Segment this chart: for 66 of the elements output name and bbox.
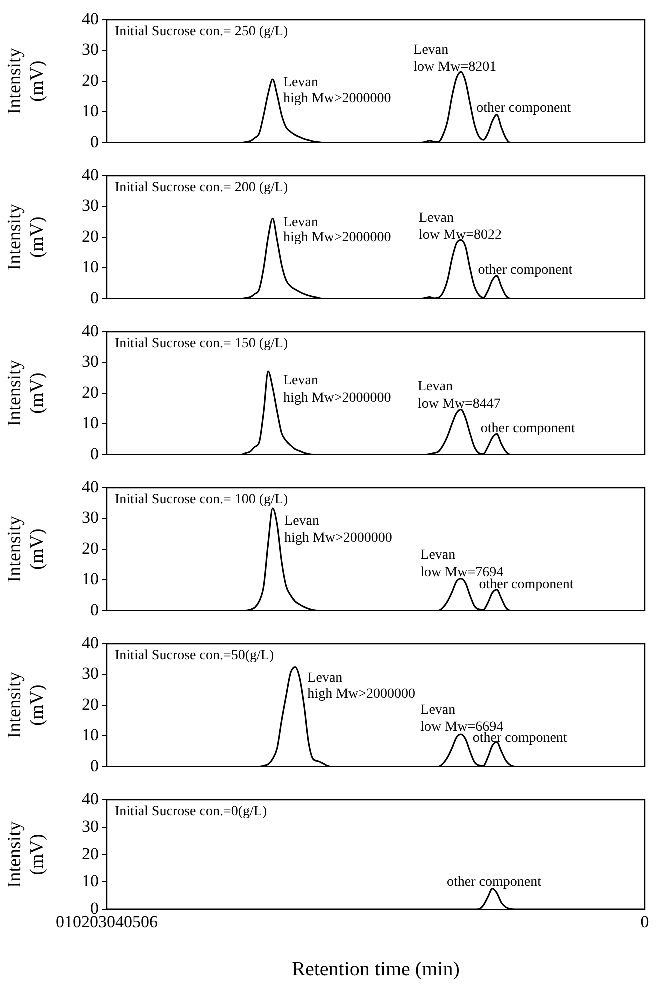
- y-axis-title: Intensity (mV): [4, 672, 48, 739]
- y-tick-label: 0: [90, 756, 99, 776]
- y-tick-label: 40: [82, 477, 99, 496]
- y-tick-label: 10: [82, 726, 99, 745]
- annotation: high Mw>2000000: [283, 92, 392, 107]
- chart-title: Initial Sucrose con.= 150 (g/L): [115, 336, 288, 352]
- chart-title: Initial Sucrose con.= 200 (g/L): [115, 180, 288, 196]
- y-tick-label: 30: [82, 196, 99, 216]
- y-tick-label: 20: [82, 538, 99, 558]
- annotation: high Mw>2000000: [284, 531, 392, 546]
- annotation: other component: [479, 577, 574, 592]
- y-tick-label: 20: [82, 70, 99, 90]
- chart-title: Initial Sucrose con.=50(g/L): [115, 648, 274, 664]
- annotation: high Mw>2000000: [283, 230, 392, 246]
- y-tick-label: 40: [82, 9, 99, 28]
- chart-title: Initial Sucrose con.=0(g/L): [115, 804, 268, 820]
- y-tick-label: 30: [82, 816, 99, 836]
- annotation: other component: [476, 101, 572, 116]
- y-tick-label: 30: [82, 40, 99, 60]
- y-tick-label: 40: [82, 321, 99, 340]
- annotation: Levan: [420, 548, 456, 564]
- annotation: low Mw=8022: [419, 228, 502, 243]
- y-tick-label: 10: [82, 570, 99, 589]
- annotation: other component: [472, 731, 568, 746]
- annotation: Levan: [283, 75, 318, 90]
- annotation: other component: [447, 874, 542, 890]
- y-tick-label: 30: [82, 508, 99, 528]
- y-tick-label: 20: [82, 382, 99, 402]
- annotation: Levan: [420, 702, 456, 718]
- annotation: Levan: [418, 379, 453, 394]
- y-axis-title: Intensity (mV): [4, 821, 48, 888]
- y-tick-label: 0: [90, 444, 99, 464]
- annotation: Levan: [283, 374, 318, 389]
- annotation: high Mw>2000000: [283, 390, 392, 406]
- annotation: Levan: [414, 42, 449, 58]
- x-axis-title: Retention time (min): [292, 958, 460, 980]
- annotation: Levan: [284, 514, 320, 529]
- y-tick-label: 20: [82, 226, 99, 246]
- y-tick-label: 10: [82, 258, 99, 277]
- y-tick-label: 40: [82, 633, 99, 652]
- annotation: Levan: [419, 211, 454, 226]
- y-tick-label: 0: [90, 132, 99, 152]
- annotation: low Mw=8447: [418, 396, 501, 412]
- annotation: Levan: [283, 215, 318, 230]
- y-tick-label: 0: [90, 600, 99, 620]
- annotation: Levan: [308, 671, 343, 686]
- annotation: low Mw=8201: [414, 60, 497, 75]
- y-tick-label: 10: [82, 414, 99, 433]
- y-axis-title: Intensity (mV): [4, 48, 48, 115]
- y-tick-label: 40: [82, 165, 99, 184]
- y-axis-title: Intensity (mV): [4, 360, 48, 427]
- y-tick-label: 20: [82, 844, 99, 864]
- y-tick-label: 0: [90, 288, 99, 308]
- annotation: other component: [478, 263, 573, 278]
- annotation: other component: [480, 422, 576, 437]
- y-tick-label: 10: [82, 102, 99, 121]
- chart-title: Initial Sucrose con.= 250 (g/L): [115, 24, 288, 40]
- y-axis-title: Intensity (mV): [4, 516, 48, 583]
- y-tick-label: 20: [82, 694, 99, 714]
- y-axis-title: Intensity (mV): [4, 204, 48, 271]
- y-tick-label: 30: [82, 352, 99, 372]
- chart-title: Initial Sucrose con.= 100 (g/L): [115, 492, 288, 508]
- y-tick-label: 40: [82, 789, 99, 808]
- y-tick-label: 30: [82, 664, 99, 684]
- annotation: high Mw>2000000: [308, 686, 416, 702]
- y-tick-label: 10: [82, 872, 99, 891]
